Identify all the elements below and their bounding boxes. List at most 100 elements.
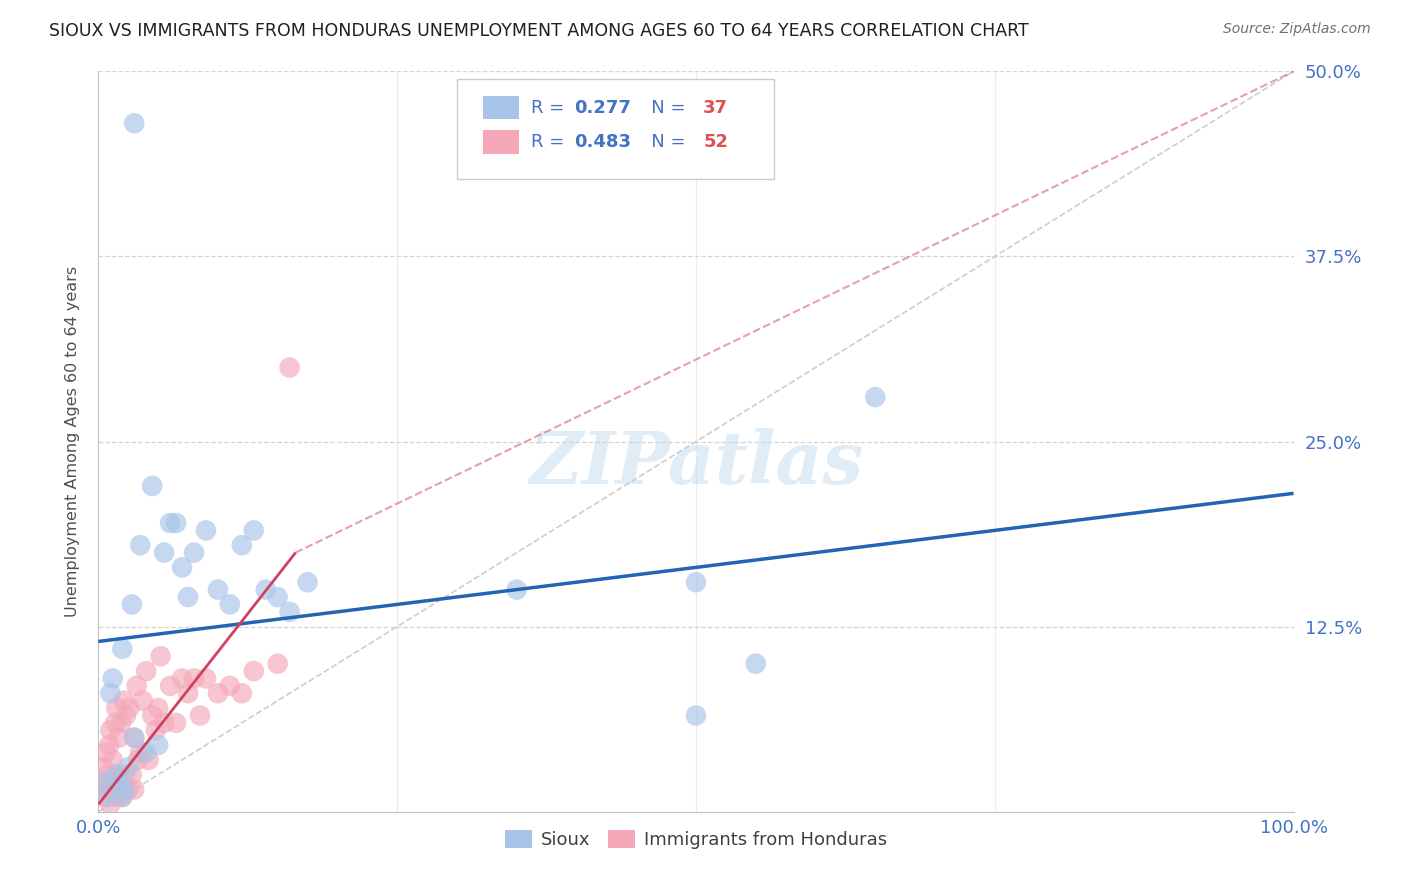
Point bbox=[97, 767, 120, 781]
Point bbox=[177, 590, 200, 604]
Point bbox=[105, 789, 128, 804]
Point bbox=[219, 679, 242, 693]
Text: R =: R = bbox=[531, 99, 569, 117]
Point bbox=[165, 715, 187, 730]
Point bbox=[103, 782, 125, 797]
Point bbox=[267, 657, 290, 671]
Point bbox=[141, 479, 163, 493]
Text: 52: 52 bbox=[703, 133, 728, 151]
Point bbox=[135, 746, 157, 760]
Point bbox=[278, 605, 301, 619]
Point bbox=[110, 715, 132, 730]
Point bbox=[243, 524, 266, 538]
Point bbox=[129, 746, 152, 760]
Point bbox=[148, 701, 170, 715]
Point bbox=[267, 590, 290, 604]
Point bbox=[101, 753, 124, 767]
Point bbox=[153, 715, 176, 730]
Point bbox=[148, 738, 170, 752]
Text: 0.483: 0.483 bbox=[574, 133, 631, 151]
Point bbox=[127, 753, 149, 767]
Point bbox=[195, 672, 218, 686]
Point bbox=[98, 686, 122, 700]
Point bbox=[254, 582, 277, 597]
Point bbox=[117, 760, 139, 774]
Point bbox=[865, 390, 887, 404]
Point bbox=[104, 715, 127, 730]
Point bbox=[183, 672, 205, 686]
Point bbox=[131, 694, 153, 708]
Point bbox=[114, 782, 136, 797]
Text: 0.277: 0.277 bbox=[574, 99, 631, 117]
Point bbox=[98, 738, 121, 752]
Point bbox=[183, 546, 205, 560]
Point bbox=[121, 598, 143, 612]
Point bbox=[91, 760, 114, 774]
Point bbox=[107, 731, 129, 745]
Text: N =: N = bbox=[634, 133, 692, 151]
FancyBboxPatch shape bbox=[457, 78, 773, 178]
Point bbox=[96, 782, 118, 797]
Point bbox=[188, 708, 211, 723]
Point bbox=[108, 775, 131, 789]
Point bbox=[124, 731, 146, 745]
Point bbox=[172, 560, 194, 574]
Point bbox=[135, 664, 157, 678]
Point bbox=[231, 538, 253, 552]
Point bbox=[100, 775, 122, 789]
Point bbox=[107, 767, 129, 781]
Point bbox=[685, 708, 707, 723]
Text: SIOUX VS IMMIGRANTS FROM HONDURAS UNEMPLOYMENT AMONG AGES 60 TO 64 YEARS CORRELA: SIOUX VS IMMIGRANTS FROM HONDURAS UNEMPL… bbox=[49, 22, 1029, 40]
Point bbox=[745, 657, 768, 671]
Point bbox=[105, 701, 128, 715]
Point bbox=[177, 686, 200, 700]
FancyBboxPatch shape bbox=[484, 95, 519, 120]
Point bbox=[195, 524, 218, 538]
Point bbox=[506, 582, 529, 597]
Point bbox=[112, 694, 135, 708]
Text: N =: N = bbox=[634, 99, 692, 117]
Point bbox=[159, 516, 181, 530]
Point bbox=[125, 679, 148, 693]
Point bbox=[231, 686, 253, 700]
Point bbox=[101, 672, 124, 686]
Point bbox=[129, 538, 152, 552]
Point bbox=[94, 746, 117, 760]
Point bbox=[98, 797, 122, 812]
Point bbox=[105, 767, 128, 781]
Point bbox=[108, 775, 131, 789]
Point bbox=[111, 789, 134, 804]
Point bbox=[172, 672, 194, 686]
Text: R =: R = bbox=[531, 133, 569, 151]
Legend: Sioux, Immigrants from Honduras: Sioux, Immigrants from Honduras bbox=[495, 821, 897, 858]
Point bbox=[149, 649, 172, 664]
Point bbox=[111, 789, 134, 804]
FancyBboxPatch shape bbox=[484, 130, 519, 153]
Point bbox=[141, 708, 163, 723]
Y-axis label: Unemployment Among Ages 60 to 64 years: Unemployment Among Ages 60 to 64 years bbox=[65, 266, 80, 617]
Point bbox=[93, 789, 115, 804]
Point bbox=[124, 116, 146, 130]
Point bbox=[138, 753, 160, 767]
Point bbox=[111, 641, 134, 656]
Point bbox=[219, 598, 242, 612]
Point bbox=[145, 723, 167, 738]
Point bbox=[114, 767, 136, 781]
Text: ZIPatlas: ZIPatlas bbox=[529, 428, 863, 500]
Point bbox=[153, 546, 176, 560]
Point bbox=[124, 731, 146, 745]
Point bbox=[97, 789, 120, 804]
Point bbox=[297, 575, 319, 590]
Point bbox=[165, 516, 187, 530]
Point bbox=[91, 775, 114, 789]
Text: Source: ZipAtlas.com: Source: ZipAtlas.com bbox=[1223, 22, 1371, 37]
Point bbox=[93, 775, 115, 789]
Point bbox=[124, 782, 146, 797]
Point bbox=[207, 582, 229, 597]
Point bbox=[159, 679, 181, 693]
Point bbox=[278, 360, 301, 375]
Point bbox=[243, 664, 266, 678]
Text: 37: 37 bbox=[703, 99, 728, 117]
Point bbox=[98, 723, 122, 738]
Point bbox=[118, 701, 141, 715]
